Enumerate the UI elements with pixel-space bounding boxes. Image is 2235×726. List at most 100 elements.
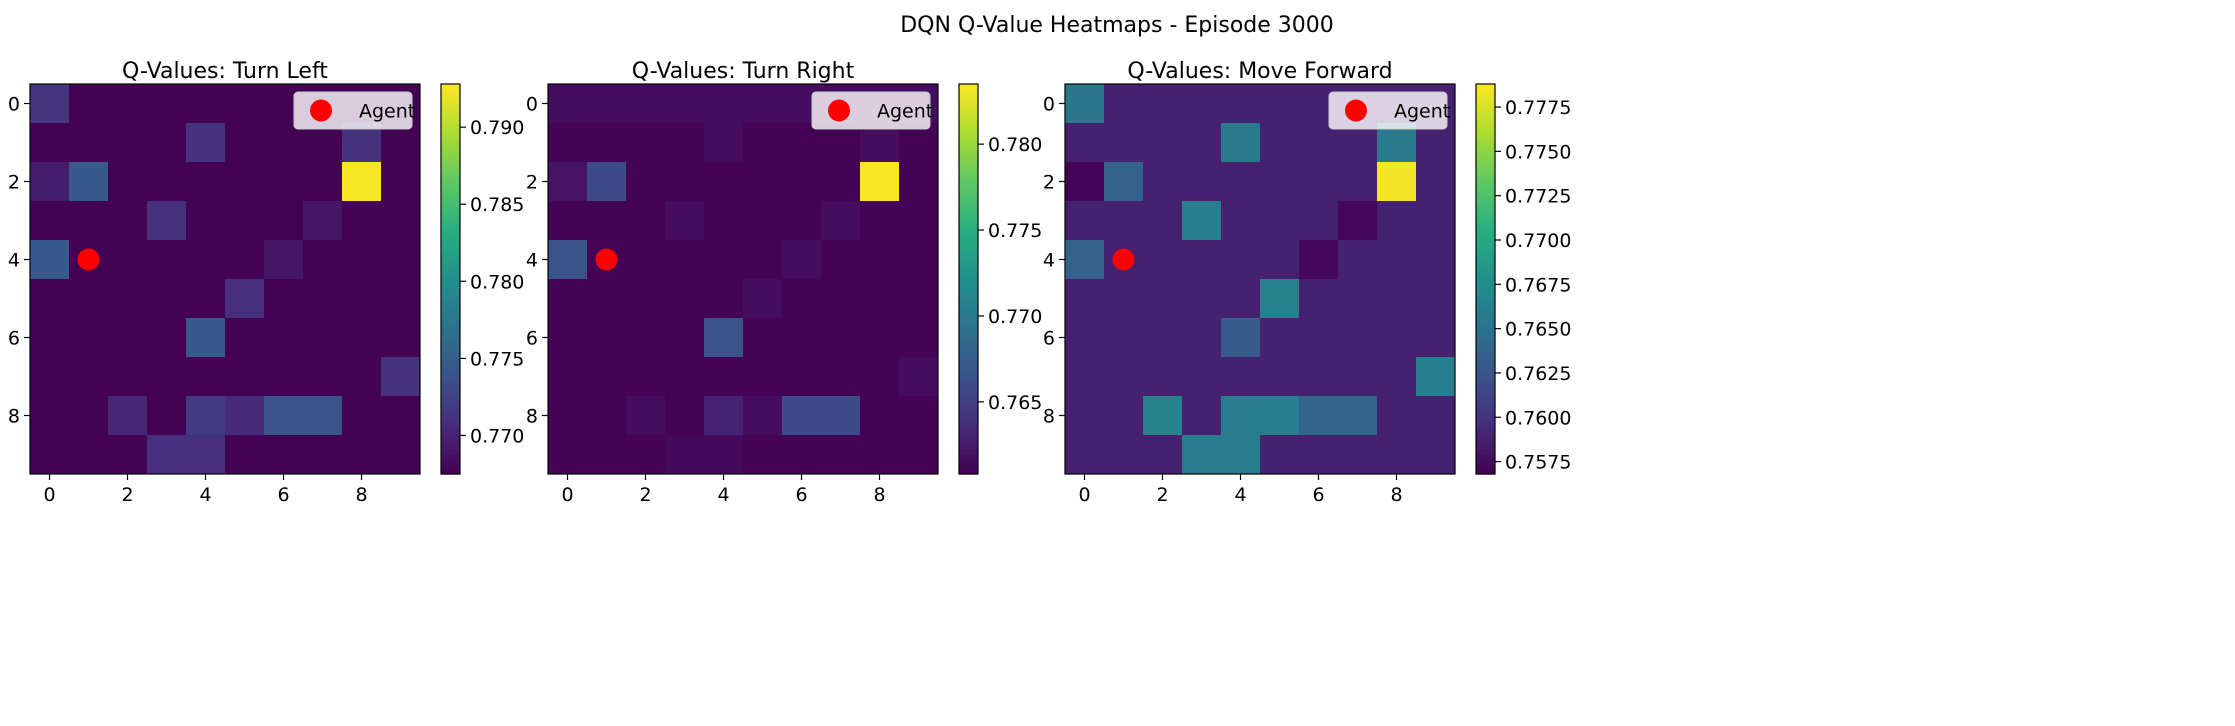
colorbar-segment	[441, 293, 460, 300]
colorbar-segment	[441, 259, 460, 265]
colorbar-segment	[959, 332, 978, 339]
colorbar-segment	[441, 244, 460, 251]
heatmap-cell-r7-c7	[1338, 357, 1378, 397]
heatmap-cell-r6-c3	[1182, 318, 1222, 358]
colorbar-segment	[959, 162, 978, 168]
colorbar-segment	[959, 113, 978, 119]
figure-title: DQN Q-Value Heatmaps - Episode 3000	[900, 13, 1334, 38]
heatmap-cell-r7-c3	[665, 357, 705, 397]
colorbar-segment	[441, 415, 460, 421]
heatmap-cell-r3-c5	[1260, 201, 1300, 241]
heatmap-cell-r4-c4	[1221, 240, 1261, 280]
heatmap-cell-r6-c7	[303, 318, 343, 358]
heatmap-cell-r9-c4	[186, 435, 226, 475]
heatmap-cell-r0-c4	[186, 84, 226, 124]
colorbar-segment	[959, 264, 978, 270]
panel-title: Q-Values: Turn Right	[632, 59, 855, 84]
heatmap-cell-r4-c2	[626, 240, 666, 280]
colorbar-segment	[441, 449, 460, 456]
colorbar-segment	[441, 230, 460, 236]
heatmap-cell-r5-c9	[381, 279, 421, 319]
heatmap-cell-r0-c0	[1065, 84, 1105, 124]
heatmap-cell-r2-c3	[147, 162, 187, 202]
colorbar-segment	[1476, 249, 1495, 256]
heatmap-cell-r2-c9	[1416, 162, 1456, 202]
heatmap-cell-r3-c0	[1065, 201, 1105, 241]
colorbar-segment	[1476, 439, 1495, 446]
colorbar-segment	[1476, 449, 1495, 456]
colorbar-segment	[441, 318, 460, 324]
heatmap-cell-r8-c8	[860, 396, 900, 436]
colorbar-segment	[441, 225, 460, 231]
y-tick-label: 0	[8, 94, 20, 116]
x-tick-label: 4	[717, 484, 729, 506]
heatmap-cell-r3-c8	[860, 201, 900, 241]
colorbar-segment	[441, 464, 460, 470]
heatmap-cell-r7-c8	[860, 357, 900, 397]
heatmap-cell-r1-c2	[108, 123, 148, 163]
colorbar-segment	[1476, 166, 1495, 173]
colorbar-segment	[1476, 347, 1495, 353]
x-tick-label: 4	[199, 484, 211, 506]
colorbar-segment	[959, 137, 978, 144]
y-tick-label: 8	[526, 406, 538, 428]
y-tick-label: 4	[526, 250, 538, 272]
x-tick-label: 2	[639, 484, 651, 506]
y-tick-label: 4	[8, 250, 20, 272]
heatmap-cell-r6-c7	[1338, 318, 1378, 358]
heatmap-cell-r4-c0	[30, 240, 70, 280]
colorbar-segment	[959, 347, 978, 353]
heatmap-cell-r1-c6	[782, 123, 822, 163]
colorbar-segment	[959, 98, 978, 105]
heatmap-cell-r7-c5	[743, 357, 783, 397]
colorbar-segment	[1476, 459, 1495, 465]
colorbar-segment	[441, 191, 460, 197]
heatmap-cell-r8-c6	[1299, 396, 1339, 436]
heatmap-cell-r7-c8	[342, 357, 382, 397]
heatmap-cell-r8-c7	[303, 396, 343, 436]
heatmap-cell-r7-c5	[225, 357, 265, 397]
heatmap-cell-r8-c9	[381, 396, 421, 436]
x-tick-label: 0	[561, 484, 573, 506]
heatmap-cell-r3-c6	[1299, 201, 1339, 241]
heatmap-cell-r7-c1	[1104, 357, 1144, 397]
heatmap-cell-r7-c3	[147, 357, 187, 397]
colorbar-segment	[1476, 264, 1495, 270]
colorbar-segment	[441, 342, 460, 348]
heatmap-cell-r8-c2	[108, 396, 148, 436]
heatmap-cell-r0-c0	[30, 84, 70, 124]
colorbar-segment	[1476, 313, 1495, 319]
colorbar-segment	[959, 108, 978, 114]
colorbar-segment	[959, 352, 978, 358]
colorbar-segment	[959, 132, 978, 139]
y-tick-label: 2	[8, 172, 20, 194]
heatmap-cell-r9-c6	[1299, 435, 1339, 475]
heatmap-cell-r8-c4	[704, 396, 744, 436]
colorbar-segment	[441, 254, 460, 261]
legend-label: Agent	[1394, 101, 1450, 123]
heatmap-cell-r3-c1	[1104, 201, 1144, 241]
colorbar-segment	[959, 171, 978, 178]
colorbar-segment	[1476, 318, 1495, 324]
heatmap-cell-r9-c1	[69, 435, 109, 475]
heatmap-cell-r2-c4	[1221, 162, 1261, 202]
heatmap-cell-r2-c2	[108, 162, 148, 202]
colorbar-tick-label: 0.775	[988, 220, 1042, 242]
heatmap-cell-r8-c3	[665, 396, 705, 436]
heatmap-cell-r3-c2	[1143, 201, 1183, 241]
colorbar-segment	[1476, 381, 1495, 387]
heatmap-cell-r3-c4	[186, 201, 226, 241]
heatmap-cell-r3-c7	[821, 201, 861, 241]
heatmap-cell-r2-c1	[69, 162, 109, 202]
colorbar-segment	[441, 279, 460, 285]
colorbar-segment	[959, 225, 978, 231]
colorbar-segment	[1476, 142, 1495, 148]
colorbar-segment	[441, 322, 460, 329]
y-tick-label: 2	[1043, 172, 1055, 194]
heatmap-cell-r3-c4	[1221, 201, 1261, 241]
colorbar-segment	[1476, 244, 1495, 251]
heatmap-cell-r4-c7	[1338, 240, 1378, 280]
colorbar-segment	[1476, 386, 1495, 392]
heatmap-cell-r2-c8	[860, 162, 900, 202]
heatmap-cell-r6-c5	[1260, 318, 1300, 358]
